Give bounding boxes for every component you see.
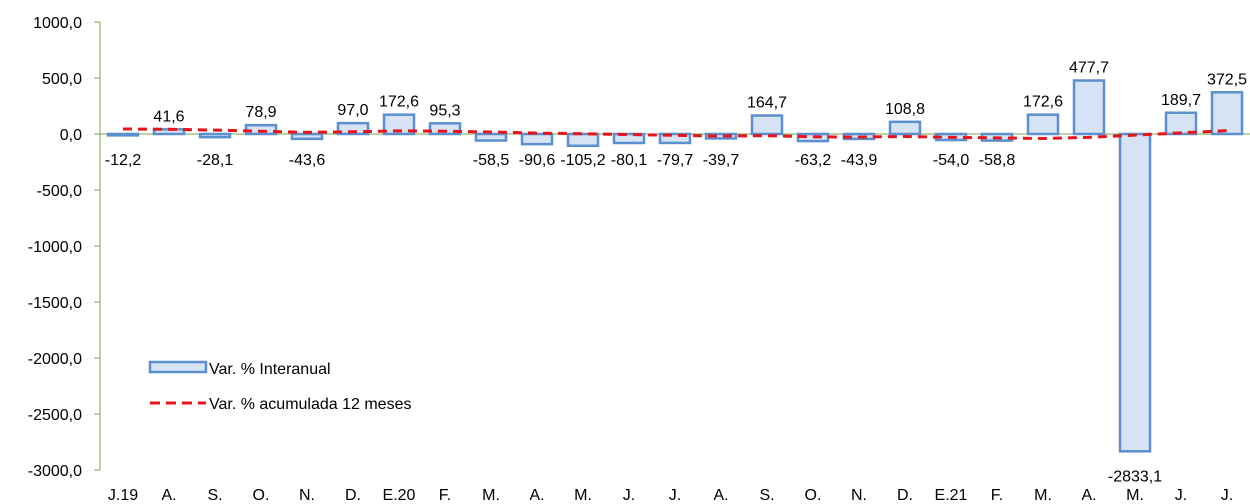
data-label: -105,2	[560, 152, 605, 169]
data-label: -79,7	[657, 152, 694, 169]
bar	[106, 132, 140, 137]
x-tick-label: J.	[669, 487, 681, 504]
x-tick-label: J.	[623, 487, 635, 504]
x-tick-label: A.	[1081, 487, 1096, 504]
bar	[704, 132, 738, 140]
bar	[198, 132, 232, 139]
data-label: -12,2	[105, 152, 142, 169]
bar	[566, 132, 600, 148]
bar	[1026, 113, 1060, 136]
data-label: -43,6	[289, 152, 326, 169]
y-tick-label: 0,0	[60, 127, 82, 144]
legend-line-label: Var. % acumulada 12 meses	[209, 396, 411, 413]
x-tick-label: A.	[529, 487, 544, 504]
x-tick-label: S.	[759, 487, 774, 504]
bar	[1210, 91, 1244, 136]
bar	[382, 113, 416, 136]
data-label: -58,8	[979, 152, 1016, 169]
x-tick-label: M.	[482, 487, 500, 504]
data-labels: -12,2 41,6 -28,1 78,9 -43,6 97,0 172,6 95,3 -58,…	[105, 59, 1247, 485]
bar	[290, 132, 324, 141]
y-tick-label: -500,0	[37, 183, 82, 200]
data-label: -63,2	[795, 152, 832, 169]
data-label: -43,9	[841, 152, 878, 169]
bar	[336, 121, 370, 136]
bar	[612, 132, 646, 145]
x-tick-label: S.	[207, 487, 222, 504]
y-tick-label: -2000,0	[28, 351, 82, 368]
data-label: 164,7	[747, 95, 787, 112]
x-tick-label: O.	[253, 487, 270, 504]
data-label: 372,5	[1207, 71, 1247, 88]
data-label: -80,1	[611, 152, 648, 169]
x-tick-label: M.	[1034, 487, 1052, 504]
data-label: 189,7	[1161, 92, 1201, 109]
x-tick-label: M.	[1126, 487, 1144, 504]
bar	[1164, 111, 1198, 136]
bar	[1118, 132, 1152, 453]
y-tick-label: -1500,0	[28, 295, 82, 312]
bar	[1072, 79, 1106, 136]
x-tick-label: J.	[1221, 487, 1233, 504]
bar	[750, 114, 784, 136]
data-label: 172,6	[1023, 94, 1063, 111]
bar	[888, 120, 922, 136]
x-tick-label: D.	[345, 487, 361, 504]
data-label: 95,3	[429, 102, 460, 119]
data-label: -58,5	[473, 152, 510, 169]
data-label: 97,0	[337, 102, 368, 119]
x-tick-label: F.	[991, 487, 1003, 504]
data-label: -90,6	[519, 152, 556, 169]
x-tick-label: O.	[805, 487, 822, 504]
x-tick-label: N.	[299, 487, 315, 504]
y-tick-labels: 1000,0 500,0 0,0 -500,0 -1000,0 -1500,0 -2000,…	[28, 15, 100, 480]
x-tick-label: E.20	[383, 487, 416, 504]
x-tick-label: A.	[161, 487, 176, 504]
legend: Var. % Interanual Var. % acumulada 12 me…	[148, 360, 411, 413]
y-tick-label: -3000,0	[28, 463, 82, 480]
legend-bar-swatch	[148, 360, 208, 374]
data-label: -2833,1	[1108, 468, 1162, 485]
x-tick-label: E.21	[935, 487, 968, 504]
bar	[474, 132, 508, 142]
x-tick-label: N.	[851, 487, 867, 504]
bar	[520, 132, 554, 146]
bar	[658, 132, 692, 145]
y-tick-label: 1000,0	[33, 15, 82, 32]
y-tick-label: -2500,0	[28, 407, 82, 424]
x-tick-label: F.	[439, 487, 451, 504]
data-label: -54,0	[933, 152, 970, 169]
x-tick-label: A.	[713, 487, 728, 504]
data-label: -28,1	[197, 152, 234, 169]
bar	[428, 122, 462, 136]
x-tick-label: D.	[897, 487, 913, 504]
data-label: -39,7	[703, 152, 740, 169]
data-label: 78,9	[245, 104, 276, 121]
data-label: 477,7	[1069, 59, 1109, 76]
data-label: 172,6	[379, 94, 419, 111]
accumulated-line	[122, 127, 1228, 140]
data-label: 41,6	[153, 108, 184, 125]
data-label: 108,8	[885, 101, 925, 118]
y-tick-label: 500,0	[42, 71, 82, 88]
x-tick-label: J.	[1175, 487, 1187, 504]
line-series	[122, 127, 1228, 140]
y-tick-label: -1000,0	[28, 239, 82, 256]
x-tick-label: J.19	[108, 487, 138, 504]
legend-bar-label: Var. % Interanual	[209, 361, 331, 378]
x-tick-label: M.	[574, 487, 592, 504]
x-tick-labels: J.19 A. S. O. N. D. E.20 F. M. A. M. J. J. A. S. O. N. D.…	[108, 487, 1233, 504]
